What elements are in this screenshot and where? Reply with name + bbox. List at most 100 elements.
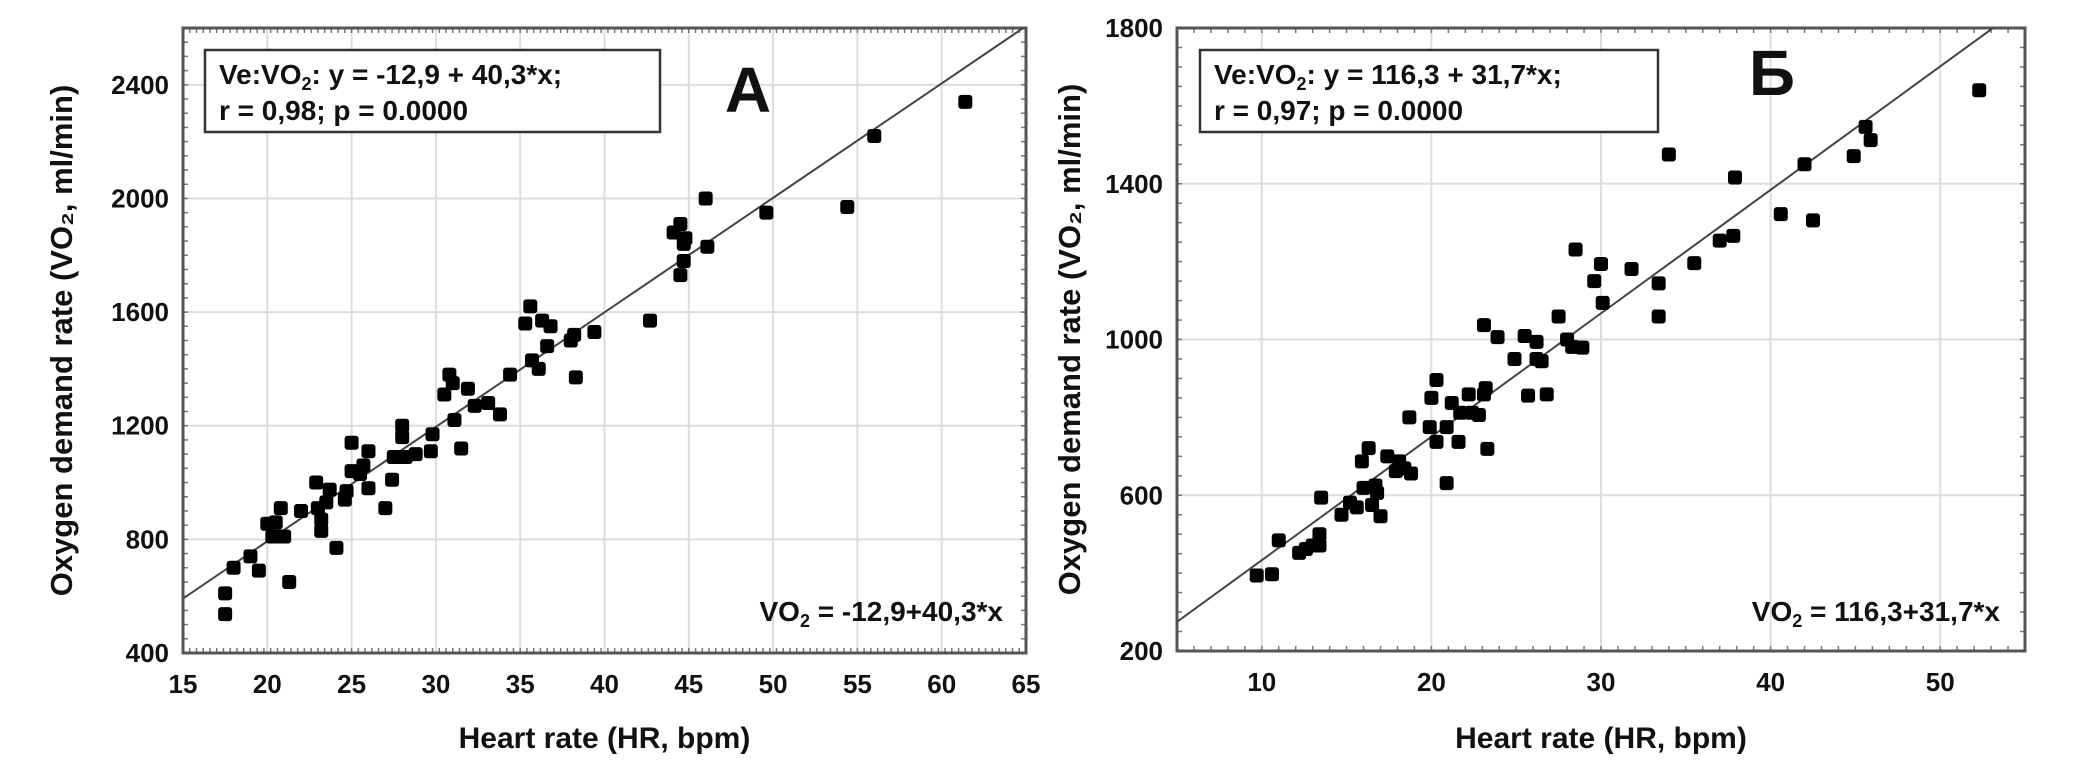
data-point — [445, 376, 460, 391]
equation-line-2: r = 0,97; p = 0.0000 — [1214, 95, 1463, 126]
data-point — [1529, 334, 1544, 349]
chart-panel-1: 15 20 25 30 35 40 45 50 55 60 65 400 800 1200 1600 2000… — [44, 26, 1040, 755]
data-point — [1404, 466, 1419, 481]
equation-text: : y = 116,3 + 31,7*x; — [1307, 59, 1562, 90]
data-point — [1365, 497, 1380, 512]
data-point — [361, 481, 376, 496]
data-point — [1575, 340, 1590, 355]
data-point — [481, 396, 496, 410]
subscript-2: 2 — [1792, 611, 1802, 631]
data-point — [1507, 351, 1522, 366]
data-point — [1334, 507, 1349, 522]
data-point — [1312, 527, 1327, 542]
x-tick-label: 25 — [337, 669, 366, 699]
data-point — [1712, 233, 1727, 248]
x-tick-label: 10 — [1247, 667, 1276, 697]
data-point — [1451, 434, 1466, 449]
data-point — [319, 495, 334, 510]
data-point — [1356, 480, 1371, 495]
data-point — [1439, 476, 1454, 491]
x-tick-label: 30 — [1587, 667, 1616, 697]
data-point — [1651, 276, 1666, 291]
data-point — [1651, 309, 1666, 324]
data-point — [1373, 509, 1388, 524]
equation-text: : y = -12,9 + 40,3*x; — [312, 59, 563, 90]
y-tick-label: 1800 — [1105, 13, 1163, 43]
data-point — [1361, 441, 1376, 456]
data-point — [395, 430, 410, 445]
data-point — [518, 316, 533, 331]
data-point — [1551, 309, 1566, 324]
data-point — [356, 458, 371, 473]
data-point — [251, 563, 266, 578]
equation-prefix: Ve:VO — [219, 59, 301, 90]
data-point — [339, 484, 354, 499]
data-point — [408, 447, 423, 462]
data-point — [314, 523, 329, 538]
data-point — [1806, 213, 1820, 228]
data-point — [1453, 405, 1468, 420]
data-point — [273, 501, 288, 516]
y-tick-label: 600 — [1120, 480, 1163, 510]
x-tick-label: 30 — [421, 669, 450, 699]
data-point — [867, 128, 882, 143]
x-tick-label: 40 — [1756, 667, 1785, 697]
x-tick-label: 20 — [1417, 667, 1446, 697]
y-tick-label: 400 — [126, 638, 169, 668]
chart-panel-2: 10 20 30 40 50 200 600 1000 1400 1800 Heart rate (… — [1052, 13, 2027, 755]
data-point — [1517, 328, 1532, 343]
data-point — [1539, 387, 1554, 402]
data-point — [1568, 242, 1583, 257]
data-point — [1797, 157, 1812, 172]
equation-line-2: r = 0,98; p = 0.0000 — [219, 95, 468, 126]
equation-prefix: Ve:VO — [1214, 59, 1296, 90]
panel-label: А — [725, 54, 771, 126]
x-tick-label: 50 — [759, 669, 788, 699]
data-point — [447, 413, 462, 428]
data-point — [1521, 388, 1536, 403]
y-axis-title: Oxygen demand rate (VO₂, ml/min) — [44, 85, 79, 597]
data-point — [344, 435, 359, 450]
data-point — [568, 370, 583, 385]
data-point — [423, 444, 438, 459]
y-tick-label: 2400 — [111, 70, 169, 100]
data-point — [1422, 420, 1437, 435]
data-point — [1478, 381, 1493, 396]
x-tick-label: 45 — [674, 669, 703, 699]
data-point — [309, 475, 324, 490]
data-point — [567, 327, 582, 342]
data-point — [540, 339, 555, 354]
fit-prefix: VO — [759, 596, 799, 627]
data-point — [1402, 410, 1417, 425]
data-point — [587, 324, 602, 339]
fit-prefix: VO — [1752, 596, 1792, 627]
data-point — [523, 299, 538, 314]
fit-equation-label: VO2 = -12,9+40,3*x — [759, 596, 1003, 631]
data-point — [1534, 354, 1549, 369]
x-axis-title: Heart rate (HR, bpm) — [1455, 722, 1747, 755]
plot-frame — [1175, 26, 2027, 653]
data-point — [678, 231, 693, 246]
x-tick-label: 40 — [590, 669, 619, 699]
data-point — [1429, 372, 1444, 387]
data-point — [643, 313, 658, 328]
data-point — [1863, 133, 1878, 148]
equation-box — [1198, 48, 1660, 134]
data-point — [1314, 490, 1329, 505]
data-point — [1595, 295, 1610, 310]
data-point — [395, 418, 410, 433]
data-point — [1594, 256, 1608, 271]
data-point — [467, 398, 482, 413]
data-point — [454, 441, 469, 456]
regression-line — [1177, 28, 1995, 623]
data-point — [1264, 567, 1279, 582]
y-tick-label: 1400 — [1105, 169, 1163, 199]
data-point — [676, 253, 691, 268]
data-point — [1727, 170, 1742, 185]
data-point — [322, 482, 337, 497]
data-point — [1726, 228, 1741, 243]
x-axis-title: Heart rate (HR, bpm) — [459, 722, 751, 755]
x-tick-label: 20 — [253, 669, 282, 699]
data-point — [1476, 318, 1491, 333]
data-point — [1312, 538, 1327, 553]
